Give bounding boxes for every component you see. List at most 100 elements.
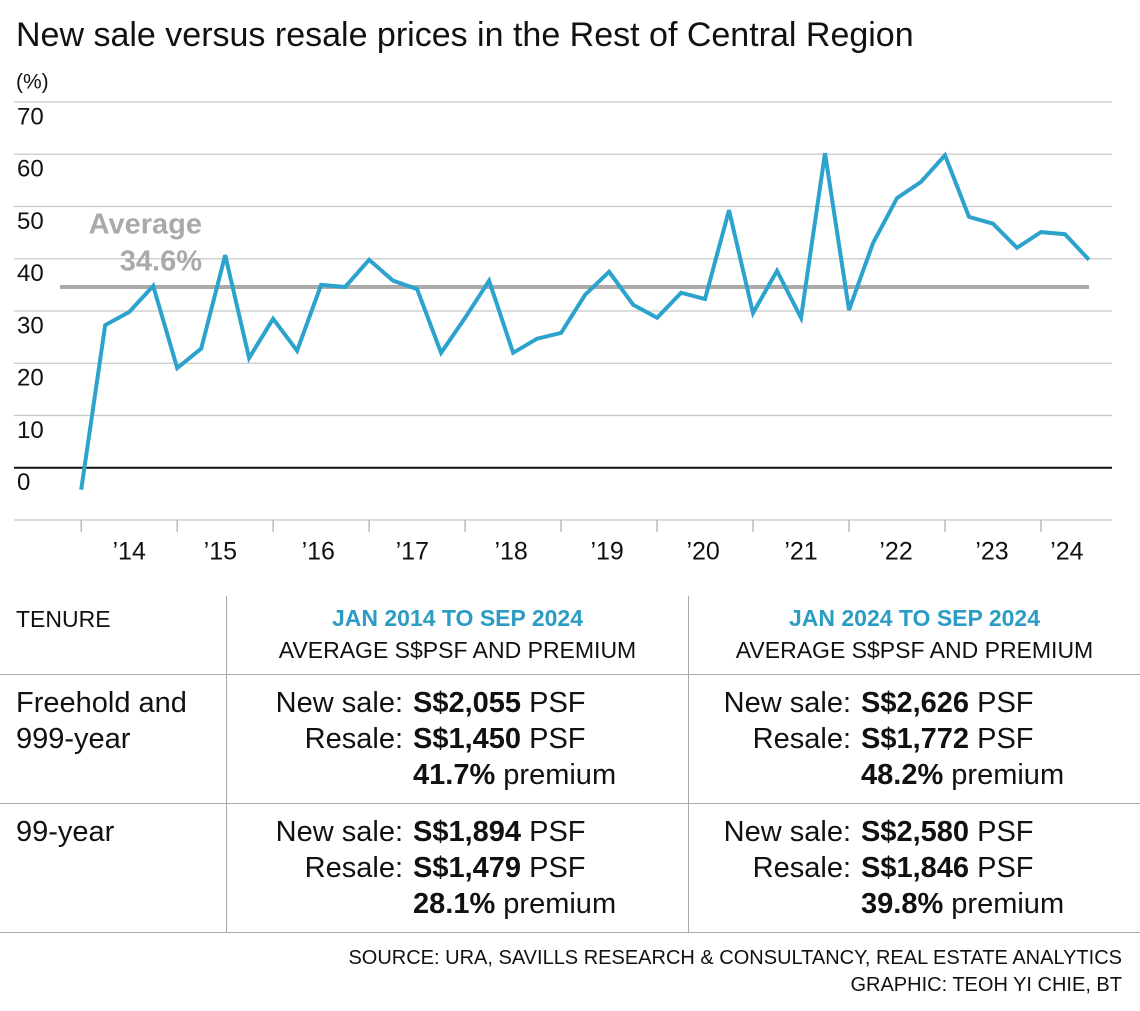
y-tick-label: 0 [17, 469, 30, 496]
unit: PSF [529, 852, 586, 884]
column-title: JAN 2024 TO SEP 2024 [788, 605, 1041, 631]
x-tick-label: ’19 [590, 538, 623, 566]
line-label [227, 886, 403, 922]
figure: S$1,479 [413, 852, 522, 884]
figure: 28.1% [413, 888, 496, 920]
header-row: TENURE JAN 2014 TO SEP 2024 AVERAGE S$PSF … [0, 596, 1140, 675]
line-value: 48.2% premium [861, 757, 1140, 793]
y-tick-label: 20 [17, 365, 44, 392]
table-row: 99-year New sale: S$1,894 PSF Resale: S$1,47… [0, 804, 1140, 933]
line-label: Resale: [304, 723, 403, 755]
cell-line: Resale: S$1,772 PSF [689, 721, 1140, 757]
line-value: 28.1% premium [413, 886, 688, 922]
cell-line: New sale: S$2,626 PSF [689, 685, 1140, 721]
figure: 48.2% [861, 759, 944, 791]
line-value: S$1,450 PSF [413, 721, 688, 757]
x-tick-label: ’15 [204, 538, 237, 566]
chart-title: New sale versus resale prices in the Res… [16, 16, 914, 54]
x-tick-label: ’24 [1050, 538, 1083, 566]
tenure: Freehold and 999-year [16, 687, 187, 755]
unit: PSF [977, 687, 1034, 719]
line-label: New sale: [723, 687, 851, 719]
column-subtitle: AVERAGE S$PSF AND PREMIUM [735, 637, 1094, 663]
cell-line: 41.7% premium [227, 757, 688, 793]
line-label: New sale: [275, 687, 403, 719]
footer: SOURCE: URA, SAVILLS RESEARCH & CONSULTA… [348, 945, 1122, 999]
table-row: Freehold and 999-year New sale: S$2,055 PS… [0, 675, 1140, 804]
average-name: Average [89, 209, 202, 241]
cell-line: 39.8% premium [689, 886, 1140, 922]
unit: PSF [977, 816, 1034, 848]
x-tick-label: ’17 [396, 538, 429, 566]
y-tick-label: 60 [17, 156, 44, 183]
y-tick-label: 40 [17, 260, 44, 287]
figure: 41.7% [413, 759, 496, 791]
column-title: JAN 2014 TO SEP 2024 [331, 605, 584, 631]
cell: New sale: S$2,626 PSF Resale: S$1,772 PSF 48… [688, 675, 1140, 803]
line-value: S$1,894 PSF [413, 814, 688, 850]
unit: premium [951, 888, 1065, 920]
unit: premium [951, 759, 1065, 791]
line-label: Resale: [752, 852, 851, 884]
unit: PSF [529, 723, 586, 755]
column-header: JAN 2024 TO SEP 2024 AVERAGE S$PSF AND PR… [688, 596, 1140, 674]
figure: S$2,580 [861, 816, 970, 848]
figure: S$1,772 [861, 723, 970, 755]
line-label: New sale: [723, 816, 851, 848]
tenure: 99-year [16, 816, 115, 848]
unit: PSF [529, 687, 586, 719]
cell-line: Resale: S$1,479 PSF [227, 850, 688, 886]
credit: GRAPHIC: TEOH YI CHIE, BT [850, 974, 1122, 996]
unit: PSF [977, 852, 1034, 884]
x-tick-label: ’18 [494, 538, 527, 566]
cell-line: 48.2% premium [689, 757, 1140, 793]
y-tick-label: 10 [17, 417, 44, 444]
unit: PSF [977, 723, 1034, 755]
column-header: JAN 2014 TO SEP 2024 AVERAGE S$PSF AND PR… [226, 596, 688, 674]
y-tick-label: 50 [17, 208, 44, 235]
line-label [227, 757, 403, 793]
column-subtitle: AVERAGE S$PSF AND PREMIUM [278, 637, 637, 663]
x-tick-label: ’23 [975, 538, 1008, 566]
line-value: S$1,772 PSF [861, 721, 1140, 757]
cell: New sale: S$1,894 PSF Resale: S$1,479 PSF 28… [226, 804, 688, 932]
line-value: S$1,846 PSF [861, 850, 1140, 886]
cell: New sale: S$2,580 PSF Resale: S$1,846 PSF 39… [688, 804, 1140, 932]
tenure-header: TENURE [16, 606, 111, 632]
figure: S$1,846 [861, 852, 970, 884]
line-value: S$2,626 PSF [861, 685, 1140, 721]
line-label: Resale: [304, 852, 403, 884]
figure: 39.8% [861, 888, 944, 920]
line-value: 41.7% premium [413, 757, 688, 793]
figure: S$2,626 [861, 687, 970, 719]
figure: S$2,055 [413, 687, 522, 719]
data-line [79, 151, 1091, 490]
line-value: S$2,580 PSF [861, 814, 1140, 850]
x-tick-label: ’21 [784, 538, 817, 566]
y-tick-label: 70 [17, 103, 44, 130]
line-label [689, 757, 851, 793]
figure: S$1,450 [413, 723, 522, 755]
x-tick-label: ’14 [112, 538, 145, 566]
x-tick-label: ’16 [302, 538, 335, 566]
line-value: S$1,479 PSF [413, 850, 688, 886]
average-label: 34.6% [120, 246, 202, 278]
figure: S$1,894 [413, 816, 522, 848]
cell-line: New sale: S$2,580 PSF [689, 814, 1140, 850]
y-tick-label: 30 [17, 312, 44, 339]
line-label: New sale: [275, 816, 403, 848]
cell-line: 28.1% premium [227, 886, 688, 922]
cell-line: Resale: S$1,846 PSF [689, 850, 1140, 886]
table: TENURE JAN 2014 TO SEP 2024 AVERAGE S$PSF … [0, 596, 1140, 933]
unit: premium [503, 888, 617, 920]
unit: PSF [529, 816, 586, 848]
x-tick-label: ’22 [879, 538, 912, 566]
line-value: S$2,055 PSF [413, 685, 688, 721]
chart: New sale versus resale prices in the Res… [14, 16, 1112, 566]
cell-line: Resale: S$1,450 PSF [227, 721, 688, 757]
x-tick-label: ’20 [686, 538, 719, 566]
y-axis-label: (%) [16, 71, 49, 94]
cell-line: New sale: S$1,894 PSF [227, 814, 688, 850]
line-label: Resale: [752, 723, 851, 755]
